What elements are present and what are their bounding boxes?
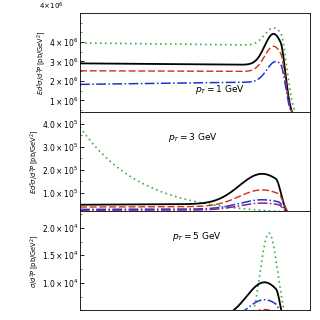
Y-axis label: $Ed^3\!\sigma/d^3\!P$ [pb/GeV$^2$]: $Ed^3\!\sigma/d^3\!P$ [pb/GeV$^2$] xyxy=(28,129,41,194)
Text: $p_T = 1$ GeV: $p_T = 1$ GeV xyxy=(195,83,245,96)
Text: $4\!\times\!10^6$: $4\!\times\!10^6$ xyxy=(38,1,63,12)
Text: $p_T = 3$ GeV: $p_T = 3$ GeV xyxy=(168,131,218,144)
Y-axis label: $Ed^3\!\sigma/d^3\!P$ [pb/GeV$^2$]: $Ed^3\!\sigma/d^3\!P$ [pb/GeV$^2$] xyxy=(35,30,48,95)
Text: $p_T = 5$ GeV: $p_T = 5$ GeV xyxy=(172,230,222,243)
Y-axis label: $\sigma/d^3\!P$ [pb/GeV$^2$]: $\sigma/d^3\!P$ [pb/GeV$^2$] xyxy=(28,234,41,288)
